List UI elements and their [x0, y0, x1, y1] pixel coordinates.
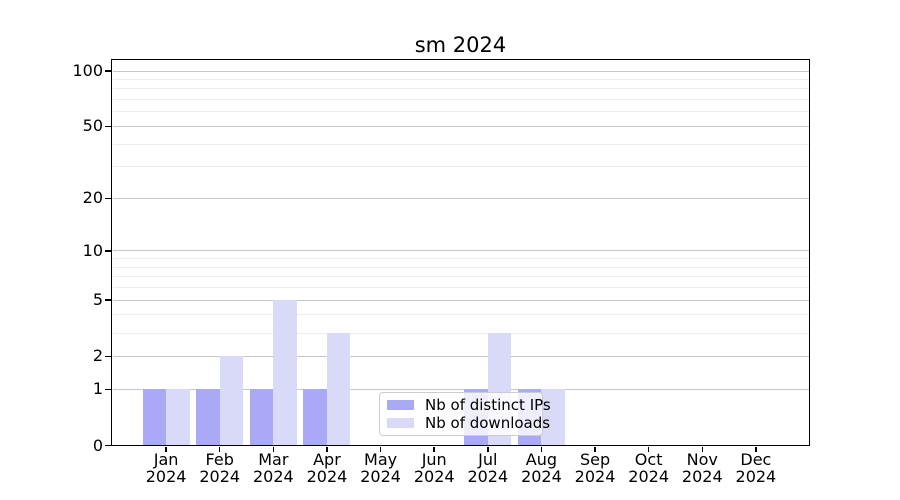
- legend-label: Nb of distinct IPs: [425, 396, 551, 414]
- bar-ips-mar: [249, 389, 274, 446]
- bar-ips-feb: [196, 389, 220, 446]
- bar-downloads-aug: [541, 389, 565, 446]
- plot-frame: [111, 59, 810, 446]
- bar-downloads-apr: [326, 333, 351, 446]
- bar-downloads-mar: [273, 300, 297, 446]
- gridline-minor: [112, 78, 810, 80]
- legend-row: Nb of distinct IPs: [387, 396, 551, 414]
- legend-label: Nb of downloads: [425, 414, 551, 432]
- gridline-minor: [112, 166, 810, 168]
- gridline-minor: [112, 111, 810, 113]
- gridline-major: [112, 388, 810, 390]
- bar-ips-apr: [303, 389, 327, 446]
- gridline-minor: [112, 99, 810, 101]
- chart-title: sm 2024: [414, 33, 507, 57]
- gridline-major: [112, 299, 810, 301]
- gridline-major: [112, 125, 810, 127]
- legend-row: Nb of downloads: [387, 414, 550, 432]
- gridline-minor: [112, 258, 810, 260]
- bar-downloads-feb: [219, 356, 244, 446]
- bar-downloads-jan: [166, 389, 190, 446]
- bar-ips-jan: [142, 389, 167, 446]
- gridline-minor: [112, 88, 810, 90]
- gridline-minor: [112, 276, 810, 278]
- gridline-major: [112, 250, 810, 252]
- gridline-minor: [112, 332, 810, 334]
- gridline-minor: [112, 266, 810, 268]
- legend-swatch-distinct-ips: [387, 400, 414, 410]
- gridline-major: [112, 70, 810, 72]
- gridline-minor: [112, 287, 810, 289]
- gridline-major: [112, 355, 810, 357]
- gridline-minor: [112, 314, 810, 316]
- legend: Nb of distinct IPs Nb of downloads: [379, 392, 551, 436]
- gridline-minor: [112, 143, 810, 145]
- legend-swatch-downloads: [387, 418, 414, 428]
- gridline-major: [112, 197, 810, 199]
